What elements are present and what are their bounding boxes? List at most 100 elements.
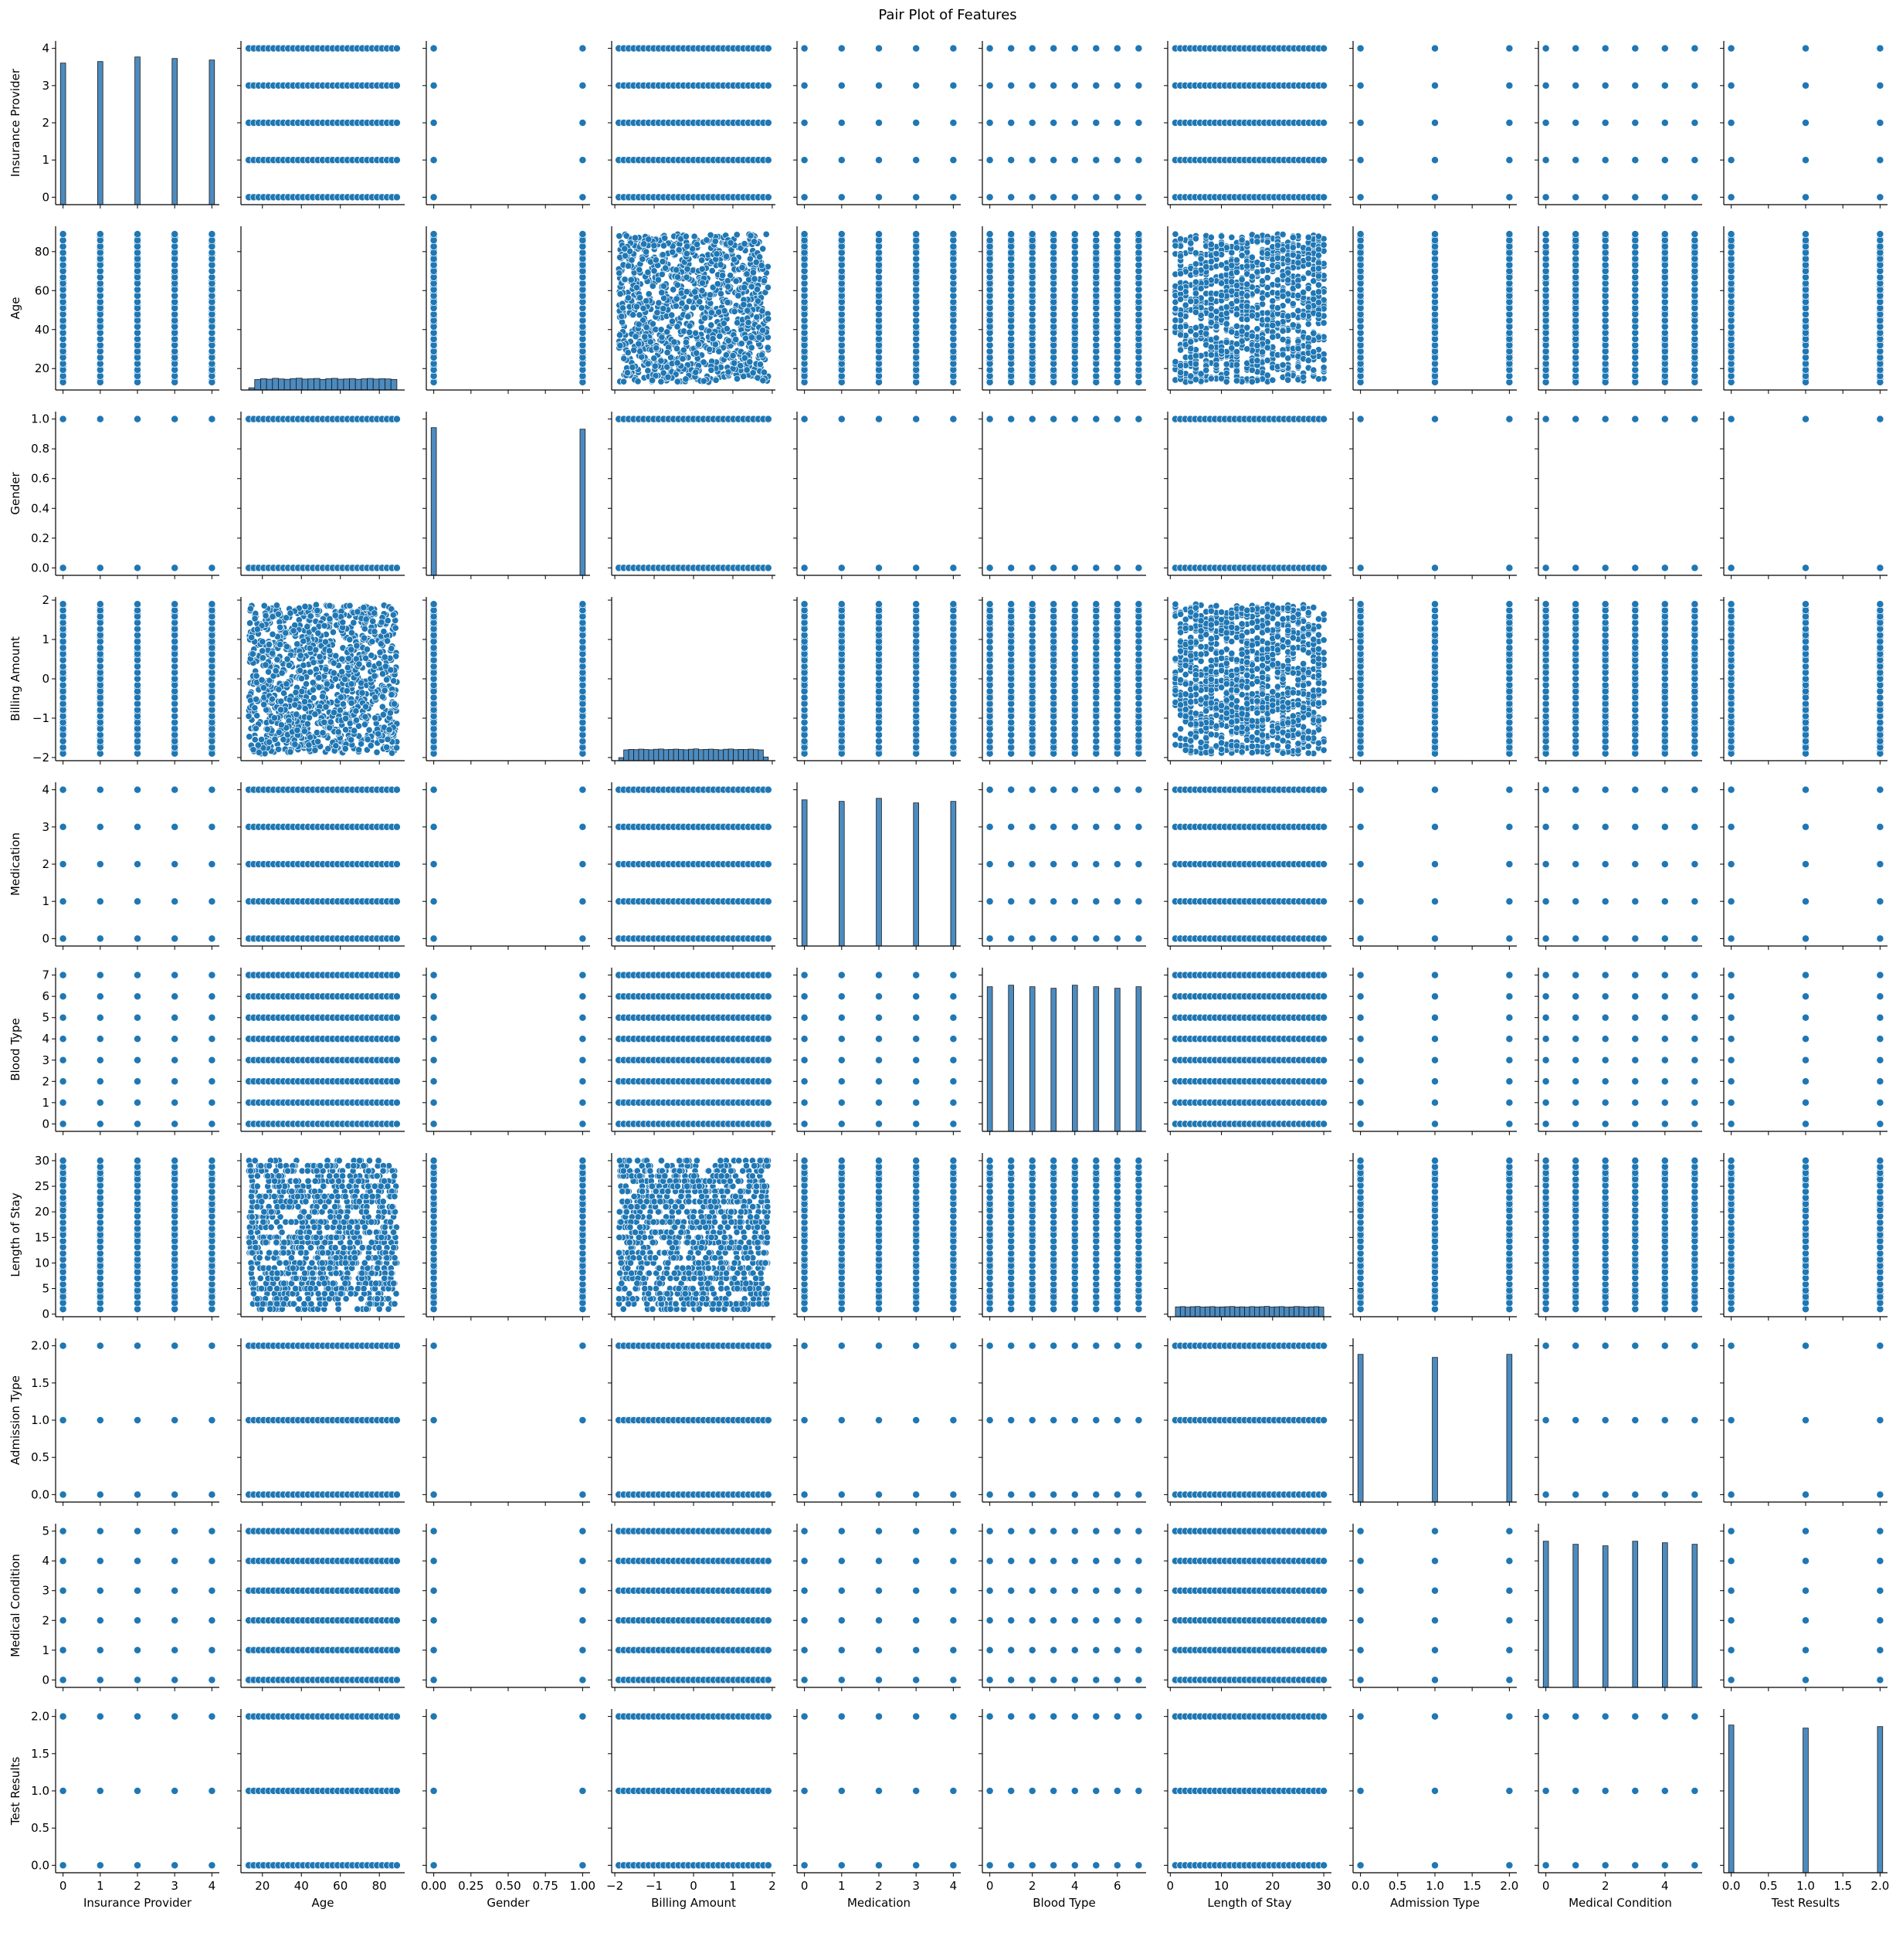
hist-bar: [320, 379, 326, 390]
scatter-point: [1050, 194, 1057, 201]
scatter-point: [1802, 157, 1809, 164]
scatter-point: [393, 45, 400, 52]
scatter-point: [1728, 194, 1735, 201]
scatter-point: [1050, 157, 1057, 164]
hist-bar: [355, 379, 361, 390]
panel-insurance-provider-vs-age: [237, 41, 405, 209]
scatter-point: [1877, 45, 1884, 52]
scatter-point: [1114, 82, 1121, 89]
scatter-point: [765, 82, 772, 89]
hist-bar: [368, 378, 374, 390]
scatter-point: [1691, 119, 1698, 126]
scatter-point: [1877, 119, 1884, 126]
scatter-point: [950, 194, 957, 201]
panel-insurance-provider-vs-test-results: [1720, 41, 1888, 209]
scatter-point: [1661, 45, 1668, 52]
scatter-point: [1431, 45, 1438, 52]
scatter-point: [838, 194, 845, 201]
scatter-point: [1572, 157, 1579, 164]
scatter-point: [1632, 157, 1639, 164]
scatter-point: [1506, 119, 1513, 126]
hist-bar: [97, 62, 103, 205]
scatter-point: [950, 157, 957, 164]
scatter-point: [1114, 194, 1121, 201]
scatter-point: [1008, 45, 1015, 52]
scatter-point: [1632, 194, 1639, 201]
scatter-point: [1661, 119, 1668, 126]
scatter-point: [579, 194, 586, 201]
scatter-point: [1802, 119, 1809, 126]
scatter-point: [1506, 45, 1513, 52]
scatter-point: [913, 157, 920, 164]
scatter-point: [986, 194, 993, 201]
hist-bar: [326, 378, 332, 390]
scatter-point: [1114, 157, 1121, 164]
scatter-point: [913, 82, 920, 89]
scatter-point: [1321, 194, 1328, 201]
scatter-point: [1321, 45, 1328, 52]
scatter-point: [1632, 82, 1639, 89]
scatter-point: [1071, 82, 1078, 89]
scatter-point: [838, 82, 845, 89]
scatter-point: [801, 119, 808, 126]
scatter-point: [393, 82, 400, 89]
hist-bar: [344, 379, 350, 390]
scatter-point: [986, 82, 993, 89]
scatter-point: [913, 194, 920, 201]
scatter-point: [1357, 119, 1364, 126]
scatter-point: [1691, 45, 1698, 52]
scatter-point: [1691, 82, 1698, 89]
panel-insurance-provider-vs-length-of-stay: [1164, 41, 1331, 209]
hist-bar: [296, 378, 302, 390]
scatter-point: [1431, 82, 1438, 89]
scatter-point: [171, 231, 178, 238]
scatter-point: [134, 231, 141, 238]
scatter-point: [393, 119, 400, 126]
scatter-point: [765, 119, 772, 126]
scatter-point: [1093, 194, 1100, 201]
scatter-point: [875, 45, 882, 52]
scatter-point: [986, 119, 993, 126]
scatter-point: [1093, 157, 1100, 164]
scatter-point: [1691, 157, 1698, 164]
hist-bar: [391, 379, 397, 390]
scatter-point: [838, 157, 845, 164]
scatter-point: [1506, 194, 1513, 201]
scatter-point: [1071, 119, 1078, 126]
scatter-point: [1431, 119, 1438, 126]
scatter-point: [430, 119, 437, 126]
hist-bar: [255, 379, 261, 390]
scatter-point: [1431, 157, 1438, 164]
scatter-point: [875, 119, 882, 126]
scatter-point: [1602, 157, 1609, 164]
scatter-point: [1728, 45, 1735, 52]
scatter-point: [913, 45, 920, 52]
scatter-point: [801, 157, 808, 164]
scatter-point: [765, 157, 772, 164]
hist-bar: [278, 379, 284, 390]
scatter-point: [801, 45, 808, 52]
panel-age-vs-age: [237, 226, 405, 394]
scatter-point: [1135, 157, 1142, 164]
scatter-point: [1029, 194, 1036, 201]
scatter-point: [1602, 119, 1609, 126]
scatter-point: [579, 45, 586, 52]
scatter-point: [1728, 82, 1735, 89]
scatter-point: [430, 157, 437, 164]
panel-insurance-provider-vs-gender: [422, 41, 590, 209]
scatter-point: [1135, 119, 1142, 126]
scatter-point: [97, 231, 103, 238]
scatter-point: [1431, 194, 1438, 201]
scatter-point: [801, 82, 808, 89]
scatter-point: [875, 157, 882, 164]
scatter-point: [1572, 194, 1579, 201]
scatter-point: [1542, 119, 1549, 126]
hist-bar: [314, 378, 320, 390]
scatter-point: [950, 119, 957, 126]
scatter-point: [1632, 119, 1639, 126]
scatter-point: [1602, 194, 1609, 201]
scatter-point: [1542, 157, 1549, 164]
scatter-point: [1135, 82, 1142, 89]
